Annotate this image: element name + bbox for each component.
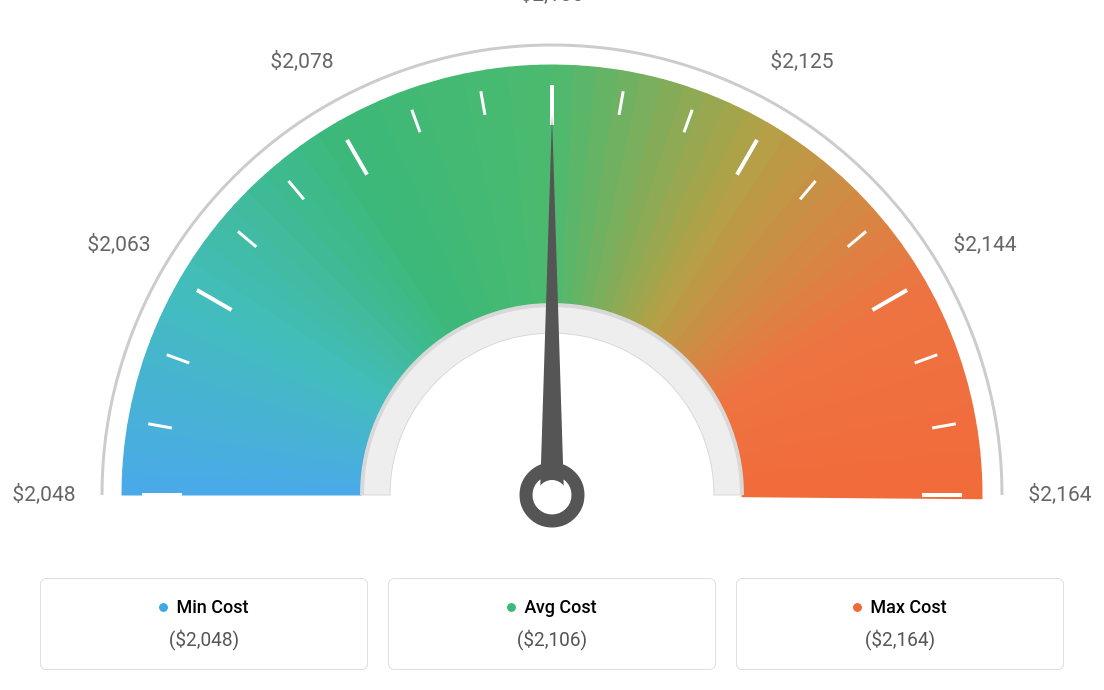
min-cost-value: ($2,048)	[53, 628, 355, 651]
max-cost-card: Max Cost ($2,164)	[736, 578, 1064, 670]
gauge-svg	[0, 0, 1104, 550]
dot-icon	[507, 603, 516, 612]
min-cost-label: Min Cost	[53, 597, 355, 618]
avg-cost-value: ($2,106)	[401, 628, 703, 651]
max-cost-label: Max Cost	[749, 597, 1051, 618]
dot-icon	[853, 603, 862, 612]
min-label-text: Min Cost	[176, 597, 248, 618]
gauge-tick-label: $2,063	[87, 233, 150, 257]
gauge-tick-label: $2,125	[770, 50, 833, 74]
avg-label-text: Avg Cost	[524, 597, 596, 618]
dot-icon	[159, 603, 168, 612]
gauge-tick-label: $2,048	[12, 483, 75, 507]
gauge-tick-label: $2,106	[520, 0, 583, 7]
gauge-tick-label: $2,164	[1028, 483, 1091, 507]
max-cost-value: ($2,164)	[749, 628, 1051, 651]
summary-cards: Min Cost ($2,048) Avg Cost ($2,106) Max …	[0, 578, 1104, 670]
avg-cost-card: Avg Cost ($2,106)	[388, 578, 716, 670]
max-label-text: Max Cost	[870, 597, 946, 618]
avg-cost-label: Avg Cost	[401, 597, 703, 618]
gauge-tick-label: $2,078	[270, 50, 333, 74]
gauge-chart: $2,048 $2,063 $2,078 $2,106 $2,125 $2,144 $2,1…	[0, 0, 1104, 550]
gauge-tick-label: $2,144	[953, 233, 1016, 257]
min-cost-card: Min Cost ($2,048)	[40, 578, 368, 670]
